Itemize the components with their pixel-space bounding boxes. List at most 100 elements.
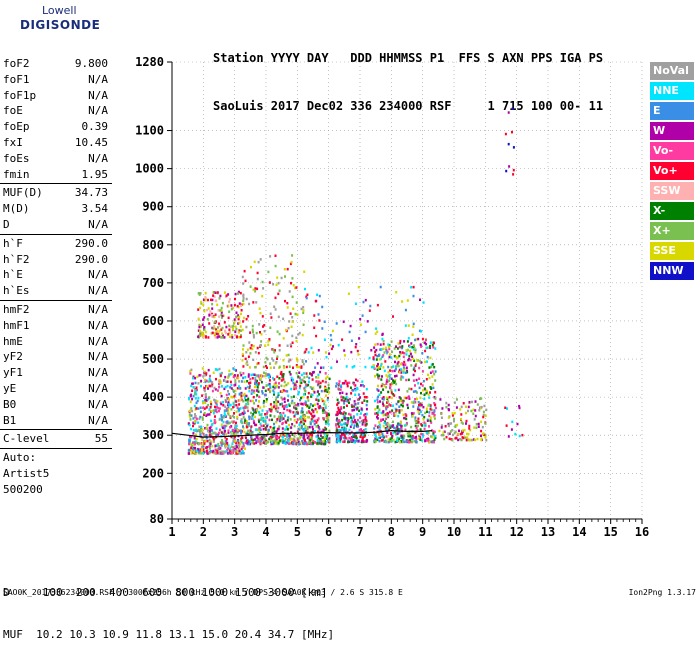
echo-point	[403, 340, 406, 343]
echo-point	[265, 434, 268, 437]
ionospheric-parameters-panel: foF2 9.800 foF1 N/A foF1p N/A foE N/A foEp 0.39 fx…	[0, 56, 112, 498]
echo-point	[316, 438, 319, 442]
echo-point	[224, 446, 227, 449]
echo-point	[197, 448, 200, 451]
echo-point	[287, 353, 290, 357]
echo-point	[475, 426, 478, 430]
echo-point	[279, 390, 282, 393]
echo-point	[359, 317, 362, 321]
echo-point	[339, 440, 342, 444]
echo-point	[283, 434, 286, 437]
echo-point	[215, 332, 218, 335]
echo-point	[410, 364, 413, 367]
echo-point	[325, 435, 328, 439]
echo-point	[384, 360, 387, 363]
echo-point	[241, 451, 243, 455]
echo-point	[326, 396, 329, 400]
echo-point	[403, 368, 406, 371]
echo-point	[434, 390, 437, 394]
echo-point	[447, 416, 450, 419]
echo-point	[238, 413, 241, 416]
echo-point	[227, 376, 230, 379]
echo-point	[480, 405, 483, 409]
echo-point	[379, 285, 382, 289]
echo-point	[512, 173, 515, 176]
echo-point	[259, 406, 262, 409]
echo-point	[476, 403, 479, 406]
legend-item: NNE	[650, 82, 694, 100]
echo-point	[378, 366, 381, 369]
echo-point	[192, 376, 194, 380]
echo-point	[377, 362, 379, 366]
echo-point	[387, 343, 390, 346]
echo-point	[234, 440, 237, 443]
echo-point	[257, 404, 260, 408]
echo-point	[297, 333, 300, 336]
echo-point	[210, 425, 213, 429]
echo-point	[390, 366, 393, 369]
echo-point	[253, 389, 255, 393]
echo-point	[233, 303, 236, 307]
echo-point	[276, 276, 279, 279]
echo-point	[264, 361, 267, 364]
echo-point	[512, 146, 515, 149]
echo-point	[232, 388, 235, 392]
echo-point	[235, 421, 237, 425]
echo-point	[191, 441, 194, 444]
x-tick-label: 4	[262, 525, 269, 539]
echo-point	[478, 409, 481, 412]
echo-point	[191, 409, 194, 413]
echo-point	[375, 327, 378, 330]
echo-point	[375, 358, 378, 361]
echo-point	[250, 431, 252, 435]
echo-point	[440, 424, 443, 427]
echo-point	[267, 270, 270, 274]
echo-point	[201, 428, 204, 431]
echo-point	[227, 429, 230, 432]
echo-point	[234, 429, 237, 433]
echo-point	[202, 406, 205, 409]
echo-point	[253, 421, 256, 425]
echo-point	[392, 315, 394, 318]
echo-point	[353, 424, 356, 427]
param-value: N/A	[88, 268, 108, 282]
echo-point	[197, 442, 200, 445]
echo-point	[343, 436, 346, 440]
echo-point	[272, 283, 275, 286]
echo-point	[205, 436, 208, 440]
echo-point	[240, 420, 243, 423]
echo-point	[234, 292, 237, 296]
echo-point	[461, 422, 464, 425]
echo-point	[350, 430, 353, 434]
echo-point	[187, 449, 190, 452]
echo-point	[268, 379, 271, 382]
echo-point	[255, 389, 258, 392]
echo-point	[387, 423, 390, 426]
echo-cluster	[504, 107, 515, 176]
echo-point	[401, 346, 404, 350]
echo-point	[290, 325, 293, 328]
echo-point	[339, 434, 342, 438]
echo-point	[201, 418, 204, 421]
echo-point	[246, 380, 249, 383]
echo-point	[203, 413, 205, 416]
echo-point	[191, 397, 194, 401]
echo-point	[214, 448, 217, 451]
echo-point	[293, 387, 296, 391]
echo-point	[390, 356, 393, 359]
echo-point	[379, 426, 381, 429]
echo-point	[401, 351, 404, 354]
echo-point	[197, 318, 200, 321]
echo-point	[305, 403, 308, 407]
echo-point	[322, 411, 325, 414]
echo-point	[455, 398, 458, 401]
echo-point	[215, 427, 218, 430]
echo-point	[310, 418, 313, 421]
echo-point	[295, 412, 298, 415]
echo-point	[249, 440, 252, 443]
echo-point	[408, 354, 411, 358]
echo-point	[255, 428, 258, 432]
echo-point	[279, 412, 282, 415]
param-label: hmE	[3, 334, 23, 348]
echo-point	[374, 399, 376, 403]
